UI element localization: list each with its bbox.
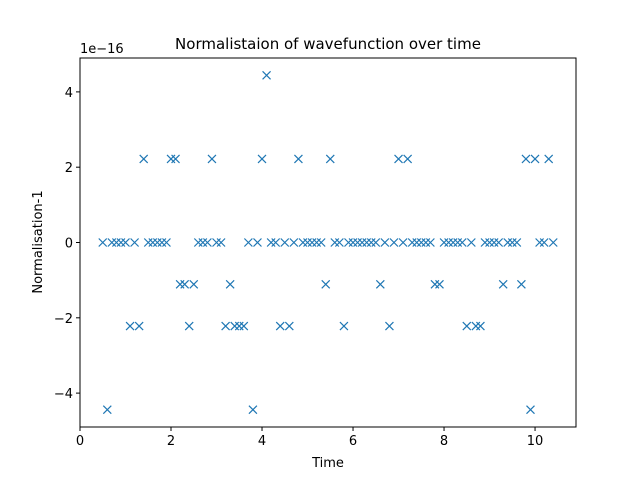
data-point bbox=[385, 321, 394, 331]
x-tick-label: 2 bbox=[167, 434, 175, 449]
data-point bbox=[289, 238, 299, 247]
data-point bbox=[521, 154, 531, 164]
data-point bbox=[134, 321, 144, 331]
data-point bbox=[435, 279, 444, 289]
data-point bbox=[202, 238, 212, 247]
y-axis-label: Normalisation-1 bbox=[31, 190, 46, 293]
data-point bbox=[207, 154, 217, 164]
data-point bbox=[243, 238, 253, 247]
x-tick-label: 10 bbox=[527, 434, 544, 449]
data-point bbox=[189, 279, 199, 289]
data-point bbox=[476, 321, 485, 331]
y-tick-label: 4 bbox=[65, 86, 73, 101]
y-tick-label: 2 bbox=[65, 161, 73, 176]
data-point bbox=[339, 321, 349, 331]
x-tick-label: 0 bbox=[76, 434, 84, 449]
data-point bbox=[102, 405, 112, 415]
data-point bbox=[457, 238, 467, 247]
data-point bbox=[544, 154, 554, 164]
y-axis-offset-label: 1e−16 bbox=[80, 42, 124, 57]
data-point bbox=[125, 321, 135, 331]
data-point bbox=[216, 238, 226, 247]
data-point bbox=[548, 238, 558, 247]
data-point bbox=[325, 154, 335, 164]
data-point bbox=[271, 238, 281, 247]
data-point bbox=[398, 238, 408, 247]
x-axis-ticks: 0 2 4 6 8 10 bbox=[76, 427, 543, 449]
data-point bbox=[184, 321, 194, 331]
data-point bbox=[530, 154, 540, 164]
data-point bbox=[121, 238, 130, 247]
x-tick-label: 8 bbox=[440, 434, 448, 449]
data-point bbox=[253, 238, 262, 247]
data-point bbox=[239, 321, 249, 331]
data-point bbox=[466, 238, 476, 247]
data-point bbox=[162, 238, 171, 247]
x-tick-label: 6 bbox=[349, 434, 357, 449]
data-point bbox=[539, 238, 549, 247]
data-point bbox=[334, 238, 344, 247]
data-point bbox=[280, 238, 290, 247]
data-point bbox=[248, 405, 258, 415]
data-point bbox=[316, 238, 326, 247]
x-axis-label: Time bbox=[311, 456, 344, 471]
data-point bbox=[257, 154, 267, 164]
y-axis-ticks: −4 −2 0 2 4 bbox=[54, 86, 80, 402]
y-tick-label: 0 bbox=[65, 237, 73, 252]
data-point bbox=[262, 70, 271, 80]
data-point bbox=[371, 238, 381, 247]
data-point bbox=[375, 279, 385, 289]
data-point bbox=[462, 321, 472, 331]
data-point bbox=[275, 321, 285, 331]
data-point bbox=[221, 321, 231, 331]
data-point bbox=[512, 238, 522, 247]
data-point bbox=[293, 154, 303, 164]
data-point bbox=[494, 238, 504, 247]
data-point bbox=[403, 154, 413, 164]
data-points bbox=[98, 70, 558, 415]
data-point bbox=[180, 279, 190, 289]
data-point bbox=[425, 238, 435, 247]
y-tick-label: −4 bbox=[54, 387, 73, 402]
data-point bbox=[498, 279, 508, 289]
data-point bbox=[139, 154, 149, 164]
data-point bbox=[130, 238, 140, 247]
y-tick-label: −2 bbox=[54, 312, 73, 327]
data-point bbox=[284, 321, 294, 331]
data-point bbox=[225, 279, 235, 289]
data-point bbox=[171, 154, 180, 164]
data-point bbox=[526, 405, 535, 415]
data-point bbox=[516, 279, 526, 289]
data-point bbox=[394, 154, 403, 164]
chart-title: Normalistaion of wavefunction over time bbox=[175, 35, 481, 53]
data-point bbox=[98, 238, 108, 247]
data-point bbox=[389, 238, 399, 247]
data-point bbox=[321, 279, 331, 289]
data-point bbox=[380, 238, 390, 247]
x-tick-label: 4 bbox=[258, 434, 266, 449]
